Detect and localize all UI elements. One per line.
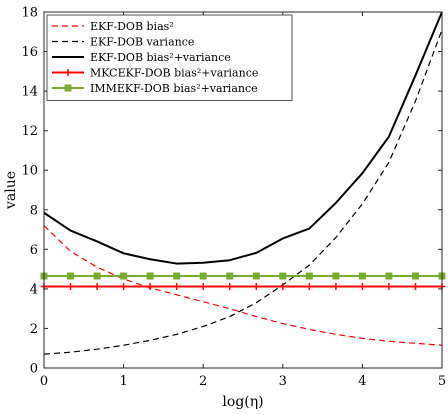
data-point-immekf-dob-bias-variance [146,272,154,280]
y-tick-label: 16 [21,45,38,60]
y-tick-label: 10 [21,164,38,179]
legend-label: MKCEKF-DOB bias²+variance [90,67,258,80]
data-point-mkcekf-dob-bias-variance [146,283,154,291]
series-ekf-dob-variance [43,29,443,355]
data-point-mkcekf-dob-bias-variance [385,283,393,291]
y-tick-label: 0 [30,362,38,377]
x-axis-title: log(η) [222,394,263,410]
data-point-mkcekf-dob-bias-variance [305,283,313,291]
y-tick-label: 4 [30,282,38,297]
data-point-mkcekf-dob-bias-variance [332,283,340,291]
data-point-immekf-dob-bias-variance [358,272,366,280]
data-point-mkcekf-dob-bias-variance [411,283,419,291]
data-point-immekf-dob-bias-variance [385,272,393,280]
series-layer [40,11,446,355]
plot-frame [43,11,443,369]
legend-label: EKF-DOB bias²+variance [90,51,231,64]
data-point-immekf-dob-bias-variance [252,272,260,280]
data-point-mkcekf-dob-bias-variance [358,283,366,291]
series-immekf-dob-bias-variance [40,272,446,280]
series-line-ekf-dob-variance [43,29,443,355]
data-point-immekf-dob-bias-variance [332,272,340,280]
data-point-mkcekf-dob-bias-variance [93,283,101,291]
legend-marker [64,84,72,92]
data-point-immekf-dob-bias-variance [93,272,101,280]
data-point-mkcekf-dob-bias-variance [120,283,128,291]
legend-label: EKF-DOB variance [90,36,194,49]
series-line-ekf-dob-bias-variance [43,11,443,265]
x-tick-label: 2 [199,374,207,389]
x-tick-label: 3 [279,374,287,389]
y-tick-label: 14 [21,85,38,100]
data-point-immekf-dob-bias-variance [305,272,313,280]
data-point-mkcekf-dob-bias-variance [226,283,234,291]
y-axis-title: value [3,171,19,210]
y-tick-label: 6 [30,243,38,258]
data-point-immekf-dob-bias-variance [279,272,287,280]
y-tick-label: 2 [30,322,38,337]
data-point-immekf-dob-bias-variance [173,272,181,280]
data-point-mkcekf-dob-bias-variance [173,283,181,291]
data-point-immekf-dob-bias-variance [226,272,234,280]
x-tick-label: 1 [119,374,127,389]
x-tick-label: 4 [358,374,366,389]
x-tick-label: 0 [40,374,48,389]
legend-label: IMMEKF-DOB bias²+variance [90,82,258,95]
series-ekf-dob-bias [43,225,443,346]
legend-marker [64,69,72,76]
data-point-immekf-dob-bias-variance [67,272,75,280]
data-point-mkcekf-dob-bias-variance [252,283,260,291]
legend-box [46,14,293,101]
data-point-mkcekf-dob-bias-variance [67,283,75,291]
legend-label: EKF-DOB bias² [90,20,174,33]
series-ekf-dob-bias-variance [43,11,443,265]
data-point-immekf-dob-bias-variance [120,272,128,280]
data-point-mkcekf-dob-bias-variance [199,283,207,291]
y-tick-label: 12 [21,124,38,139]
x-tick-label: 5 [438,374,446,389]
series-line-ekf-dob-bias [43,225,443,346]
y-tick-label: 8 [30,203,38,218]
data-point-immekf-dob-bias-variance [199,272,207,280]
data-point-immekf-dob-bias-variance [411,272,419,280]
legend: EKF-DOB bias² EKF-DOB variance EKF-DOB bia… [46,14,293,101]
data-point-mkcekf-dob-bias-variance [279,283,287,291]
y-tick-label: 18 [21,6,38,21]
